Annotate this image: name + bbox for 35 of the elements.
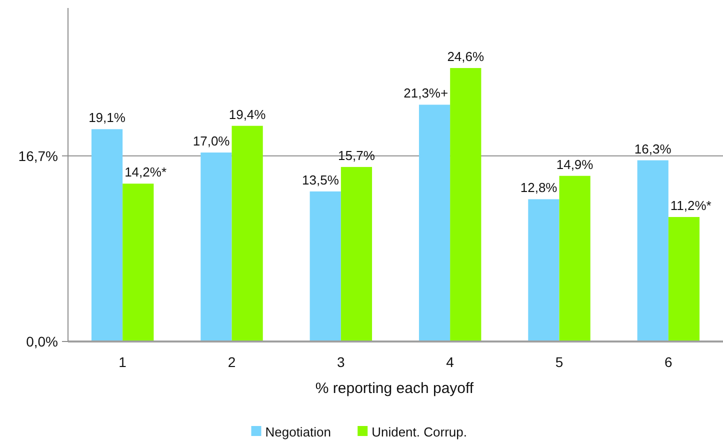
x-tick-label: 4 xyxy=(446,354,454,370)
data-label: 11,2%* xyxy=(670,198,712,213)
data-label: 19,1% xyxy=(88,110,126,126)
data-label: 12,8% xyxy=(520,180,558,196)
bar xyxy=(200,152,232,342)
x-tick-label: 5 xyxy=(555,354,564,370)
bar xyxy=(418,104,450,342)
y-tick-label: 0,0% xyxy=(26,333,58,350)
bar xyxy=(668,216,700,342)
bar xyxy=(232,126,263,342)
bar xyxy=(528,199,560,342)
data-label: 21,3%+ xyxy=(404,86,448,101)
legend-label: Unident. Corrup. xyxy=(372,424,467,440)
data-label: 16,3% xyxy=(634,141,672,156)
data-label: 14,2%* xyxy=(124,164,167,180)
x-tick-label: 6 xyxy=(664,354,673,370)
bar xyxy=(122,184,154,342)
data-label: 14,9% xyxy=(556,156,594,172)
bar xyxy=(310,191,341,342)
x-axis-title: % reporting each payoff xyxy=(315,380,474,397)
y-tick-label: 16,7% xyxy=(18,148,58,164)
bar xyxy=(450,68,482,342)
legend-label: Negotiation xyxy=(265,424,332,440)
x-tick-label: 1 xyxy=(118,354,127,370)
bar xyxy=(91,129,123,342)
x-tick-label: 3 xyxy=(337,354,346,370)
data-label: 15,7% xyxy=(338,148,376,163)
bar xyxy=(559,176,590,342)
data-label: 13,5% xyxy=(302,172,340,188)
bar xyxy=(340,166,372,342)
data-label: 19,4% xyxy=(228,106,266,122)
data-label: 17,0% xyxy=(192,134,230,149)
bar xyxy=(637,160,668,342)
data-label: 24,6% xyxy=(447,49,485,64)
x-tick-label: 2 xyxy=(228,354,236,370)
